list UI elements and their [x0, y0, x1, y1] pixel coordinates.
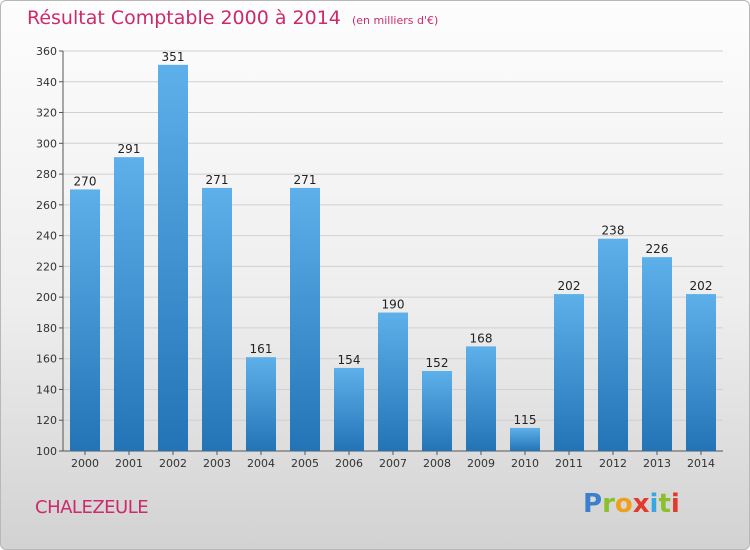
y-tick-label: 320: [36, 107, 57, 120]
x-tick-label: 2010: [511, 457, 539, 470]
x-tick-label: 2012: [599, 457, 627, 470]
x-tick-label: 2013: [643, 457, 671, 470]
y-tick-label: 100: [36, 445, 57, 458]
logo-letter: P: [583, 489, 603, 519]
logo-letter: i: [649, 489, 659, 519]
y-tick-label: 360: [36, 45, 57, 58]
x-tick-label: 2002: [159, 457, 187, 470]
x-tick-label: 2003: [203, 457, 231, 470]
bar: [202, 187, 232, 451]
value-label: 291: [118, 142, 141, 156]
x-tick-label: 2004: [247, 457, 275, 470]
logo-letter: x: [632, 489, 650, 519]
y-tick-label: 280: [36, 168, 57, 181]
bar: [378, 312, 408, 451]
bar: [246, 357, 276, 451]
y-tick-label: 220: [36, 260, 57, 273]
title-unit: (en milliers d'€): [351, 14, 439, 27]
y-tick-label: 140: [36, 383, 57, 396]
bar: [554, 294, 584, 451]
bar: [422, 371, 452, 451]
commune-name: CHALEZEULE: [35, 497, 149, 518]
bar: [70, 189, 100, 451]
y-axis-ticks: 100 120 140 160 180 200 220 240 260 280 300 320 340 3…: [36, 45, 63, 458]
value-label: 226: [646, 242, 669, 256]
value-label: 168: [470, 331, 493, 345]
value-label: 154: [338, 353, 361, 367]
bar: [598, 238, 628, 451]
value-label: 152: [426, 356, 449, 370]
y-tick-label: 340: [36, 76, 57, 89]
value-label: 238: [602, 224, 625, 238]
proxiti-logo: Proxiti: [583, 489, 680, 519]
x-tick-label: 2006: [335, 457, 363, 470]
bars: [70, 64, 716, 451]
y-tick-label: 240: [36, 230, 57, 243]
x-tick-label: 2000: [71, 457, 99, 470]
chart-title: Résultat Comptable 2000 à 2014 (en milli…: [27, 7, 438, 29]
bar: [642, 257, 672, 451]
bar: [334, 367, 364, 451]
bar: [686, 294, 716, 451]
x-tick-label: 2007: [379, 457, 407, 470]
logo-letter: t: [658, 489, 671, 519]
value-label: 271: [294, 173, 317, 187]
title-main: Résultat Comptable 2000 à 2014: [27, 7, 341, 29]
bar: [114, 157, 144, 451]
y-tick-label: 260: [36, 199, 57, 212]
x-tick-label: 2009: [467, 457, 495, 470]
value-label: 115: [514, 413, 537, 427]
value-label: 202: [558, 279, 581, 293]
bar: [466, 346, 496, 451]
x-tick-label: 2005: [291, 457, 319, 470]
y-tick-label: 120: [36, 414, 57, 427]
x-axis-ticks: 2000 2001 2002 2003 2004 2005 2006 2007 2008 2009…: [71, 451, 715, 470]
value-label: 161: [250, 342, 273, 356]
logo-letter: i: [670, 489, 680, 519]
x-tick-label: 2014: [687, 457, 715, 470]
x-tick-label: 2008: [423, 457, 451, 470]
value-label: 271: [206, 173, 229, 187]
y-tick-label: 300: [36, 137, 57, 150]
value-label: 202: [690, 279, 713, 293]
y-tick-label: 160: [36, 353, 57, 366]
value-label: 190: [382, 298, 405, 312]
x-tick-label: 2001: [115, 457, 143, 470]
value-label: 270: [74, 174, 97, 188]
y-tick-label: 180: [36, 322, 57, 335]
value-labels: 270 291 351 271 161 271 154 190 152 168 115 202 238 2…: [74, 50, 713, 427]
y-tick-label: 200: [36, 291, 57, 304]
bar: [158, 64, 188, 451]
value-label: 351: [162, 50, 185, 64]
bar: [510, 427, 540, 451]
logo-letter: r: [602, 489, 615, 519]
logo-letter: o: [614, 489, 633, 519]
bar: [290, 187, 320, 451]
x-tick-label: 2011: [555, 457, 583, 470]
